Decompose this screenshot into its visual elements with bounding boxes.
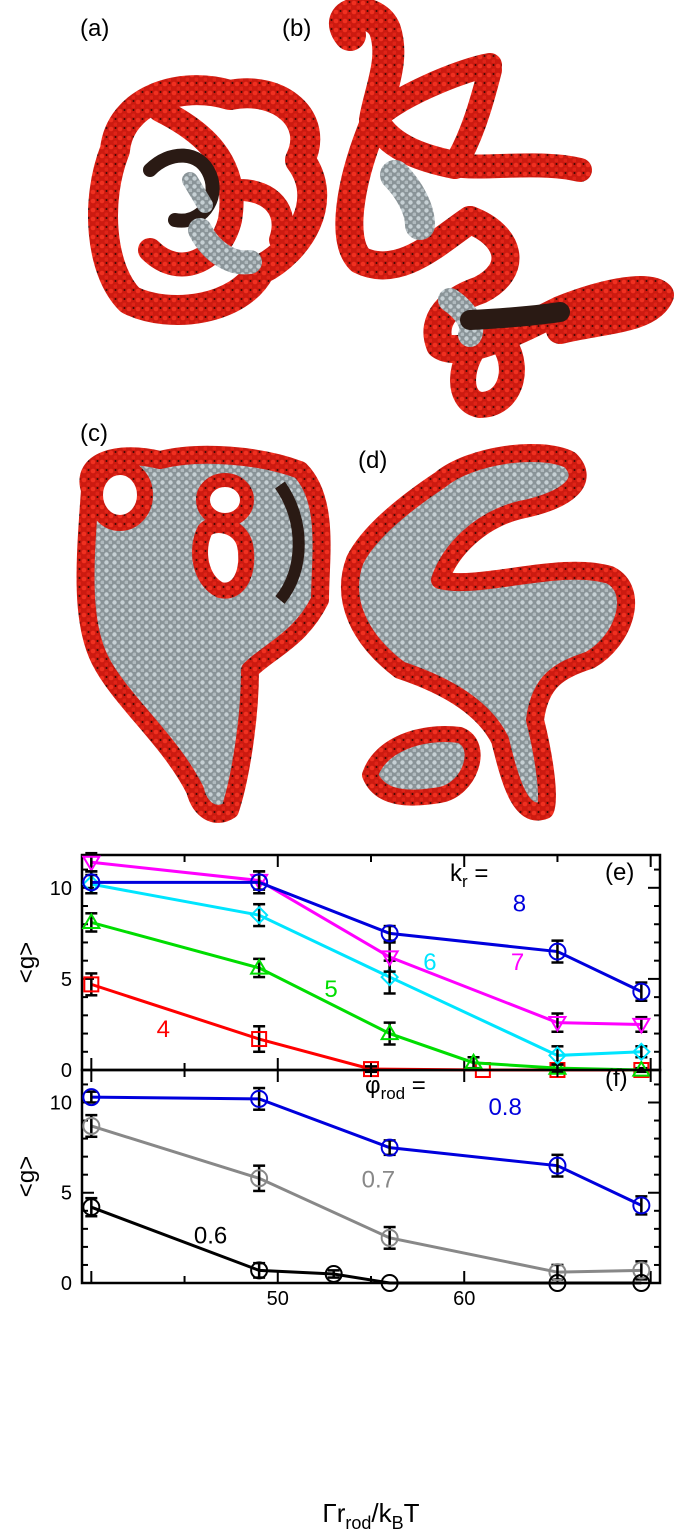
data-point <box>82 1088 101 1107</box>
data-point <box>250 1169 269 1188</box>
panel-label-c: (c) <box>80 420 108 447</box>
panel-label-d: (d) <box>358 447 388 474</box>
data-point <box>251 1031 268 1048</box>
data-point <box>548 1263 567 1282</box>
series-label: 0.8 <box>488 1094 521 1121</box>
series-line <box>90 1205 642 1285</box>
data-point <box>379 950 400 968</box>
data-point <box>380 967 400 987</box>
series-label: 0.7 <box>362 1166 395 1193</box>
panel-label: (f) <box>605 1065 628 1092</box>
data-point <box>631 1042 651 1062</box>
snapshot-d <box>341 443 635 821</box>
data-point <box>632 1274 651 1292</box>
legend-title: kr = <box>450 860 488 891</box>
y-tick-label: 0 <box>61 1060 72 1082</box>
x-tick-label: 50 <box>267 1288 289 1310</box>
data-point <box>82 873 101 892</box>
data-point <box>379 1023 400 1041</box>
data-point <box>380 924 399 943</box>
data-point <box>250 1089 269 1108</box>
series-label: 6 <box>423 949 436 976</box>
y-tick-label: 0 <box>61 1273 72 1295</box>
data-point <box>249 905 269 925</box>
series-line <box>90 920 642 1072</box>
chart-panel-f: 0 5 10 50 60 <g> Γrrod/kBT (f) φrod = 0.8 0.7 0.6 <box>13 1065 662 1531</box>
y-tick-label: 10 <box>50 878 72 900</box>
y-axis-label: <g> <box>13 1156 40 1197</box>
chart-panel-e: 0 5 10 <g> (e) kr = 4 5 6 7 8 <box>13 851 662 1082</box>
data-point <box>83 976 100 993</box>
panel-label: (e) <box>605 859 634 886</box>
data-point <box>632 1261 651 1280</box>
snapshot-c <box>76 445 331 823</box>
data-point <box>380 1138 399 1157</box>
data-point <box>548 1274 567 1292</box>
data-point <box>250 1261 269 1280</box>
panel-label-a: (a) <box>80 15 110 42</box>
y-tick-label: 5 <box>61 969 72 991</box>
series-label: 4 <box>157 1016 170 1043</box>
series-label: 0.6 <box>194 1222 227 1249</box>
data-point <box>632 982 651 1001</box>
data-point <box>82 1198 101 1217</box>
data-point <box>548 1156 567 1175</box>
series-label: 7 <box>511 949 524 976</box>
legend-title: φrod = <box>365 1072 426 1103</box>
data-point <box>81 912 102 930</box>
data-point <box>548 1046 567 1065</box>
panel-label-b: (b) <box>282 15 312 42</box>
series-label: 5 <box>324 976 337 1003</box>
data-point <box>463 1052 484 1070</box>
y-tick-label: 10 <box>50 1092 72 1114</box>
data-point <box>380 1228 399 1247</box>
data-point <box>631 1017 652 1035</box>
data-point <box>380 1274 399 1292</box>
y-tick-label: 5 <box>61 1183 72 1205</box>
snapshot-b <box>329 0 674 418</box>
data-point <box>81 855 102 873</box>
data-point <box>548 942 567 961</box>
x-axis-label: Γrrod/kBT <box>322 1498 419 1531</box>
data-point <box>82 1116 101 1135</box>
data-point <box>249 957 269 975</box>
snapshot-a <box>88 75 328 325</box>
data-point <box>547 1016 568 1033</box>
x-tick-label: 60 <box>453 1288 475 1310</box>
y-axis-label: <g> <box>13 942 40 983</box>
series-line <box>90 1124 642 1274</box>
data-point <box>632 1196 651 1215</box>
series-label: 8 <box>513 890 526 917</box>
data-point <box>250 873 269 892</box>
data-point <box>324 1264 343 1283</box>
